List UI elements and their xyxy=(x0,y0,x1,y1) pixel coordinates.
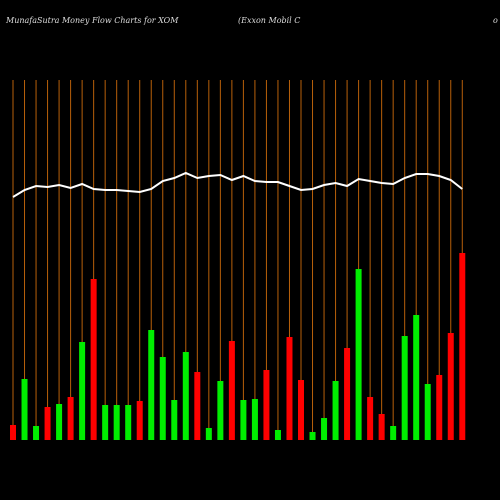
chart-title-right: o xyxy=(493,16,498,25)
bar xyxy=(263,370,270,440)
bar xyxy=(113,405,120,440)
bar xyxy=(194,372,201,440)
bar xyxy=(79,342,86,440)
bar xyxy=(251,399,258,440)
bar xyxy=(424,384,431,440)
bar xyxy=(378,414,385,440)
bar xyxy=(274,430,281,440)
bar xyxy=(286,337,293,440)
money-flow-line xyxy=(12,171,463,198)
chart-title: MunafaSutra Money Flow Charts for XOM xyxy=(5,16,179,25)
bar xyxy=(332,381,339,440)
bar xyxy=(136,401,143,440)
bar xyxy=(401,336,408,440)
bar xyxy=(390,426,397,440)
bar xyxy=(459,253,466,440)
bar xyxy=(44,407,51,440)
bar xyxy=(21,379,28,440)
bar xyxy=(90,279,97,440)
bar xyxy=(205,428,212,440)
bar xyxy=(125,405,132,440)
bar xyxy=(10,425,16,440)
bar xyxy=(344,348,351,440)
bar xyxy=(148,330,155,440)
bar xyxy=(321,418,328,440)
bar xyxy=(355,269,362,440)
bar xyxy=(67,397,74,440)
bar xyxy=(298,380,304,440)
bar xyxy=(413,315,420,440)
bar xyxy=(436,375,443,440)
bar xyxy=(33,426,40,440)
bar xyxy=(171,400,178,440)
bar xyxy=(159,357,166,440)
bar xyxy=(309,432,316,440)
bar xyxy=(217,381,224,440)
bar xyxy=(56,404,63,440)
bar xyxy=(182,352,189,440)
chart-subtitle: (Exxon Mobil C xyxy=(238,16,300,25)
bar xyxy=(367,397,374,440)
bar xyxy=(240,400,247,440)
bar xyxy=(447,333,454,440)
bar xyxy=(102,405,109,440)
bar xyxy=(228,341,235,440)
